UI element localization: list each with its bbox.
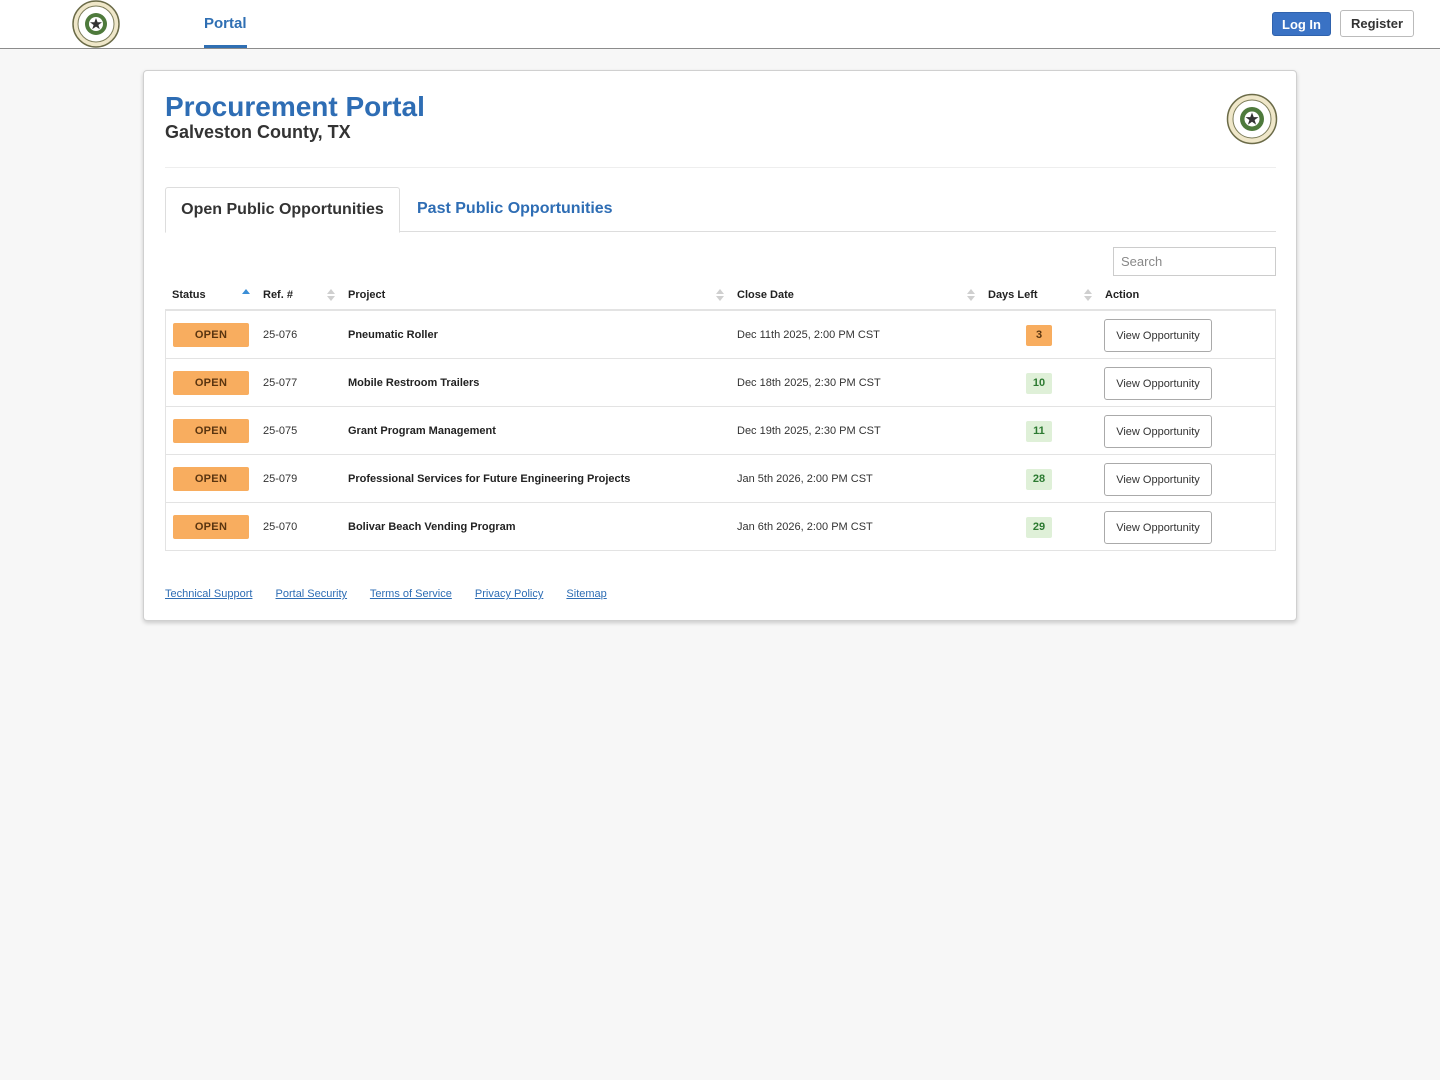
sort-arrows-icon[interactable] [967,289,975,303]
tab-open-opportunities[interactable]: Open Public Opportunities [165,187,400,233]
state-seal-icon[interactable] [71,0,121,48]
sort-arrows-icon[interactable] [716,289,724,303]
view-opportunity-button[interactable]: View Opportunity [1104,511,1212,544]
top-navbar: Portal Log In Register [0,0,1440,49]
table-row: OPEN 25-076 Pneumatic Roller Dec 11th 20… [166,311,1275,359]
status-badge: OPEN [173,467,249,491]
page-subtitle: Galveston County, TX [165,122,351,142]
status-badge: OPEN [173,419,249,443]
ref-number: 25-079 [263,473,298,485]
column-header-days-left[interactable]: Days Left [981,281,1098,311]
status-badge: OPEN [173,323,249,347]
project-name: Mobile Restroom Trailers [348,377,480,389]
table-body: OPEN 25-076 Pneumatic Roller Dec 11th 20… [165,311,1276,551]
project-name: Bolivar Beach Vending Program [348,521,516,533]
table-row: OPEN 25-075 Grant Program Management Dec… [166,407,1275,455]
ref-number: 25-075 [263,425,298,437]
project-name: Grant Program Management [348,425,496,437]
footer-link-portal-security[interactable]: Portal Security [275,588,348,600]
nav-portal-link[interactable]: Portal [204,0,247,48]
footer-links: Technical Support Portal Security Terms … [165,588,627,600]
page-title: Procurement Portal [165,91,425,122]
project-name: Pneumatic Roller [348,329,438,341]
days-left-badge: 3 [1026,325,1052,346]
status-badge: OPEN [173,515,249,539]
table-header: Status Ref. # Project Close Date Days Le… [165,281,1276,311]
procurement-card: Procurement Portal Galveston County, TX … [143,70,1297,621]
table-row: OPEN 25-070 Bolivar Beach Vending Progra… [166,503,1275,551]
column-header-label: Action [1105,289,1140,301]
days-left-badge: 29 [1026,517,1052,538]
ref-number: 25-077 [263,377,298,389]
view-opportunity-button[interactable]: View Opportunity [1104,415,1212,448]
table-row: OPEN 25-077 Mobile Restroom Trailers Dec… [166,359,1275,407]
tabs-divider [165,231,1276,232]
project-name: Professional Services for Future Enginee… [348,473,631,485]
login-button[interactable]: Log In [1272,12,1331,36]
column-header-label: Project [348,289,386,301]
state-seal-icon [1226,93,1278,145]
close-date: Dec 11th 2025, 2:00 PM CST [737,329,880,341]
column-header-status[interactable]: Status [165,281,256,311]
footer-link-technical-support[interactable]: Technical Support [165,588,253,600]
view-opportunity-button[interactable]: View Opportunity [1104,463,1212,496]
ref-number: 25-070 [263,521,298,533]
days-left-badge: 10 [1026,373,1052,394]
table-row: OPEN 25-079 Professional Services for Fu… [166,455,1275,503]
opportunities-table: Status Ref. # Project Close Date Days Le… [165,281,1276,551]
sort-arrows-icon[interactable] [327,289,335,303]
column-header-close-date[interactable]: Close Date [730,281,981,311]
ref-number: 25-076 [263,329,298,341]
footer-link-terms-of-service[interactable]: Terms of Service [369,588,452,600]
register-button[interactable]: Register [1340,10,1414,37]
status-badge: OPEN [173,371,249,395]
days-left-badge: 11 [1026,421,1052,442]
footer-link-privacy-policy[interactable]: Privacy Policy [474,588,544,600]
view-opportunity-button[interactable]: View Opportunity [1104,367,1212,400]
column-header-label: Status [172,289,206,301]
header-divider [165,167,1276,168]
days-left-badge: 28 [1026,469,1052,490]
column-header-label: Ref. # [263,289,293,301]
column-header-project[interactable]: Project [341,281,730,311]
column-header-label: Close Date [737,289,794,301]
sort-ascending-icon[interactable] [242,289,250,303]
column-header-action: Action [1098,281,1276,311]
view-opportunity-button[interactable]: View Opportunity [1104,319,1212,352]
footer-link-sitemap[interactable]: Sitemap [566,588,607,600]
tab-past-opportunities[interactable]: Past Public Opportunities [417,200,613,217]
close-date: Jan 6th 2026, 2:00 PM CST [737,521,873,533]
sort-arrows-icon[interactable] [1084,289,1092,303]
close-date: Dec 18th 2025, 2:30 PM CST [737,377,881,389]
close-date: Dec 19th 2025, 2:30 PM CST [737,425,881,437]
close-date: Jan 5th 2026, 2:00 PM CST [737,473,873,485]
column-header-ref[interactable]: Ref. # [256,281,341,311]
column-header-label: Days Left [988,289,1038,301]
search-input[interactable] [1113,247,1276,276]
